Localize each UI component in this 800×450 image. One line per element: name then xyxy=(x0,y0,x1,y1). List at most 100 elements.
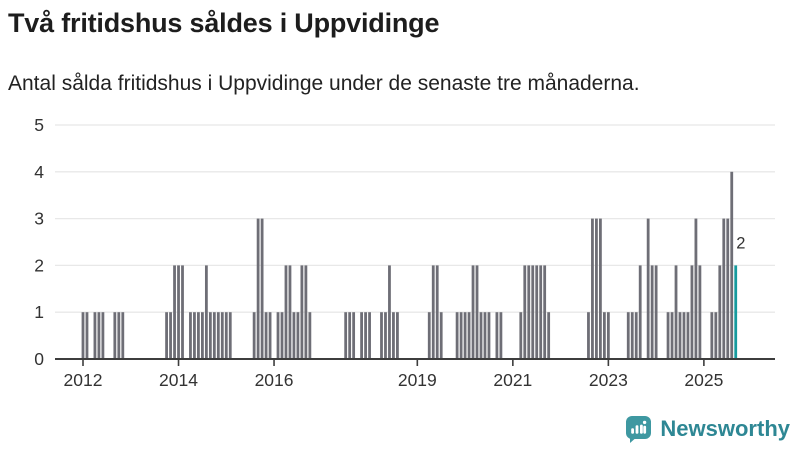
bar xyxy=(93,312,97,359)
bar xyxy=(189,312,192,359)
bar xyxy=(690,265,694,359)
bar xyxy=(308,312,312,359)
bar xyxy=(368,312,371,359)
bar xyxy=(352,312,356,359)
bar xyxy=(284,265,288,359)
newsworthy-logo-text: Newsworthy xyxy=(660,416,790,441)
bar xyxy=(224,312,228,359)
bar xyxy=(471,265,475,359)
newsworthy-icon xyxy=(626,415,652,443)
bar xyxy=(197,312,200,359)
bar xyxy=(348,312,352,359)
bar xyxy=(228,312,232,359)
y-tick-label: 1 xyxy=(34,302,44,322)
bar xyxy=(467,312,471,359)
bar xyxy=(384,312,387,359)
bar xyxy=(535,265,539,359)
bar xyxy=(606,312,610,359)
bar xyxy=(634,312,638,359)
bar xyxy=(201,312,204,359)
bar xyxy=(495,312,499,359)
bar xyxy=(587,312,590,359)
bar xyxy=(392,312,395,359)
bar xyxy=(694,218,698,359)
bar xyxy=(396,312,399,359)
bar xyxy=(165,312,168,359)
bar xyxy=(380,312,383,359)
bar xyxy=(718,265,722,359)
bar xyxy=(208,312,212,359)
x-tick-label: 2023 xyxy=(589,370,628,390)
bar xyxy=(459,312,463,359)
bar xyxy=(722,218,726,359)
bar xyxy=(85,312,89,359)
bar xyxy=(714,312,718,359)
bar xyxy=(276,312,280,359)
x-tick-label: 2025 xyxy=(684,370,723,390)
bar xyxy=(268,312,272,359)
bar xyxy=(654,265,658,359)
bar xyxy=(682,312,686,359)
bar xyxy=(666,312,670,359)
bar xyxy=(602,312,606,359)
bar xyxy=(730,171,734,359)
bar xyxy=(177,265,180,359)
bar xyxy=(252,312,256,359)
bar xyxy=(479,312,483,359)
bar xyxy=(117,312,121,359)
x-tick-label: 2016 xyxy=(255,370,294,390)
bar xyxy=(483,312,487,359)
x-tick-label: 2019 xyxy=(398,370,437,390)
bar xyxy=(431,265,435,359)
y-tick-label: 0 xyxy=(34,349,44,369)
bar xyxy=(599,218,602,359)
bar xyxy=(220,312,224,359)
bar xyxy=(638,265,642,359)
bar xyxy=(212,312,216,359)
bar xyxy=(304,265,308,359)
x-tick-label: 2014 xyxy=(159,370,198,390)
bar xyxy=(296,312,300,359)
bar xyxy=(674,265,678,359)
bar xyxy=(630,312,634,359)
bar xyxy=(360,312,363,359)
bar xyxy=(523,265,527,359)
bar xyxy=(543,265,547,359)
bar xyxy=(193,312,196,359)
bar xyxy=(698,265,702,359)
bar xyxy=(113,312,117,359)
bar xyxy=(527,265,531,359)
bar xyxy=(173,265,176,359)
bar xyxy=(81,312,85,359)
bar xyxy=(181,265,184,359)
page-title: Två fritidshus såldes i Uppvidinge xyxy=(8,8,440,38)
y-tick-label: 4 xyxy=(34,162,44,182)
bar xyxy=(591,218,594,359)
newsworthy-logo: Newsworthy xyxy=(625,414,790,444)
highlight-bar xyxy=(734,265,738,359)
bar xyxy=(726,218,730,359)
bar xyxy=(475,265,479,359)
bar xyxy=(487,312,491,359)
bar xyxy=(101,312,105,359)
bar xyxy=(216,312,220,359)
bar xyxy=(670,312,674,359)
bar xyxy=(260,218,264,359)
bar xyxy=(646,218,650,359)
bar xyxy=(650,265,654,359)
bar xyxy=(280,312,284,359)
bar xyxy=(344,312,348,359)
bar-chart: 0 1 2 3 4 5 2012 2014 2016 2019 2021 2023 2025 2 xyxy=(34,115,775,390)
bar xyxy=(292,312,296,359)
chart-subtitle: Antal sålda fritidshus i Uppvidinge unde… xyxy=(8,72,640,95)
bar xyxy=(678,312,682,359)
bar xyxy=(364,312,367,359)
bar xyxy=(531,265,535,359)
y-tick-label: 5 xyxy=(34,115,44,135)
bar xyxy=(427,312,431,359)
bar xyxy=(204,265,208,359)
y-tick-label: 3 xyxy=(34,209,44,229)
bar xyxy=(539,265,543,359)
bar xyxy=(439,312,443,359)
bar xyxy=(169,312,172,359)
